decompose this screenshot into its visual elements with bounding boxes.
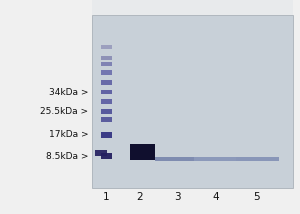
Bar [101,99,112,104]
Text: 5: 5 [253,192,260,202]
Bar [92,0,292,15]
Bar [101,45,112,49]
Text: 1: 1 [103,192,110,202]
Bar [101,132,112,138]
Bar [95,150,107,156]
Bar [194,157,236,161]
Bar [101,90,112,94]
Text: 8.5kDa >: 8.5kDa > [46,152,88,161]
Text: 2: 2 [136,192,143,202]
Bar [101,80,112,85]
Bar [101,70,112,75]
Text: 3: 3 [174,192,180,202]
Text: 17kDa >: 17kDa > [49,130,88,139]
Bar [101,153,112,159]
Text: 25.5kDa >: 25.5kDa > [40,107,88,116]
Bar [130,144,155,160]
Bar [92,15,292,188]
Bar [155,157,194,161]
Bar [101,56,112,60]
Bar [101,62,112,66]
Text: 34kDa >: 34kDa > [49,88,88,97]
Bar [101,117,112,122]
Text: 4: 4 [213,192,219,202]
Bar [101,109,112,114]
Bar [236,157,279,161]
